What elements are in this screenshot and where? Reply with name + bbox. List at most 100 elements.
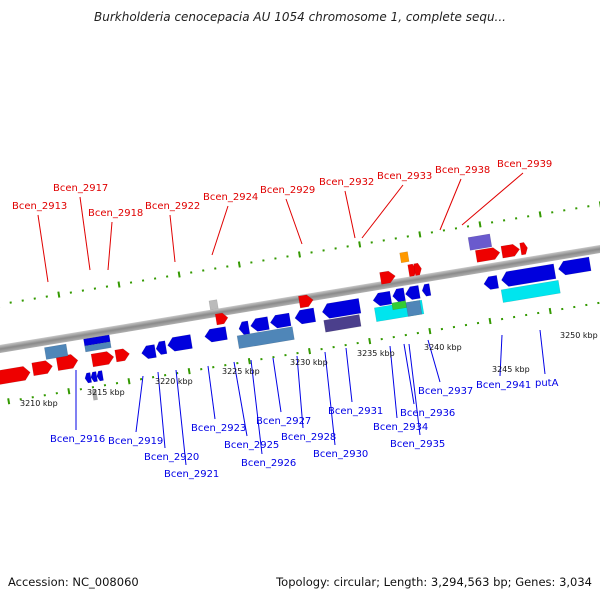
gene-label-bcen-2922[interactable]: Bcen_2922 [145, 201, 200, 212]
gene-label-bcen-2938[interactable]: Bcen_2938 [435, 165, 490, 176]
gene-label-bcen-2930[interactable]: Bcen_2930 [313, 449, 368, 460]
scale-label: 3220 kbp [155, 377, 193, 386]
label-leader [345, 347, 353, 403]
gene-label-bcen-2934[interactable]: Bcen_2934 [373, 422, 428, 433]
gene-puta[interactable] [557, 256, 592, 276]
label-leader [439, 178, 462, 231]
gene-bcen-2923[interactable] [204, 326, 228, 343]
scale-label: 3210 kbp [20, 399, 58, 408]
label-leader [250, 359, 263, 455]
label-leader [296, 355, 304, 429]
label-leader [324, 351, 336, 446]
label-leader [461, 172, 524, 226]
gene-label-bcen-2936[interactable]: Bcen_2936 [400, 408, 455, 419]
gene-bcen-2938[interactable] [500, 243, 521, 259]
accession-text: Accession: NC_008060 [8, 575, 139, 589]
scale-label: 3230 kbp [290, 358, 328, 367]
label-leader [157, 371, 166, 449]
label-leader [285, 198, 303, 245]
gene-label-bcen-2913[interactable]: Bcen_2913 [12, 201, 67, 212]
gene-bcen-2914[interactable] [31, 360, 54, 377]
gene-label-bcen-2927[interactable]: Bcen_2927 [256, 416, 311, 427]
gene-label-bcen-2933[interactable]: Bcen_2933 [377, 171, 432, 182]
gene-label-bcen-2916[interactable]: Bcen_2916 [50, 434, 105, 445]
gene-label-bcen-2923[interactable]: Bcen_2923 [191, 423, 246, 434]
gene-label-bcen-2924[interactable]: Bcen_2924 [203, 192, 258, 203]
bar-steel-1[interactable] [44, 343, 69, 360]
label-leader [499, 334, 503, 377]
gene-bcen-2924[interactable] [298, 294, 314, 309]
label-leader [135, 375, 144, 433]
gene-bcen-2925[interactable] [238, 320, 251, 335]
label-leader [79, 196, 91, 271]
gene-bcen-2935[interactable] [404, 285, 421, 300]
gene-label-bcen-2935[interactable]: Bcen_2935 [390, 439, 445, 450]
label-leader [389, 345, 398, 419]
gene-label-bcen-2925[interactable]: Bcen_2925 [224, 440, 279, 451]
scale-label: 3245 kbp [492, 365, 530, 374]
gene-label-bcen-2919[interactable]: Bcen_2919 [108, 436, 163, 447]
gene-bcen-2941[interactable] [500, 263, 557, 288]
label-leader [37, 214, 49, 283]
gene-label-puta[interactable]: putA [535, 378, 559, 389]
gene-bcen-2934[interactable] [392, 287, 406, 303]
gene-label-bcen-2921[interactable]: Bcen_2921 [164, 469, 219, 480]
label-leader [361, 184, 404, 239]
gene-label-bcen-2932[interactable]: Bcen_2932 [319, 177, 374, 188]
gene-bcen-2916b[interactable] [90, 371, 98, 383]
gene-bcen-2931[interactable] [372, 290, 393, 307]
gene-bcen-2940[interactable] [483, 275, 500, 290]
gene-label-bcen-2928[interactable]: Bcen_2928 [281, 432, 336, 443]
gene-label-bcen-2931[interactable]: Bcen_2931 [328, 406, 383, 417]
gene-label-bcen-2918[interactable]: Bcen_2918 [88, 208, 143, 219]
bar-gray-1[interactable] [208, 299, 219, 311]
gene-bcen-2930[interactable] [321, 298, 362, 319]
gene-bcen-2917[interactable] [90, 350, 115, 368]
gene-bcen-2913[interactable] [0, 365, 31, 385]
label-leader [408, 343, 421, 436]
gene-bcen-2920[interactable] [155, 340, 168, 355]
bar-orange-1[interactable] [399, 251, 410, 264]
gene-bcen-2922[interactable] [214, 312, 229, 326]
bar-steel-2[interactable] [84, 341, 112, 353]
gene-label-bcen-2941[interactable]: Bcen_2941 [476, 380, 531, 391]
gene-label-bcen-2937[interactable]: Bcen_2937 [418, 386, 473, 397]
label-leader [344, 190, 356, 239]
label-leader [233, 361, 248, 437]
label-leader [272, 357, 282, 413]
gene-label-bcen-2920[interactable]: Bcen_2920 [144, 452, 199, 463]
gene-bcen-2921[interactable] [167, 334, 193, 353]
label-leader [169, 214, 176, 263]
bar-steel-3[interactable] [236, 326, 295, 349]
gene-bcen-2927[interactable] [269, 312, 292, 329]
gene-label-bcen-2939[interactable]: Bcen_2939 [497, 159, 552, 170]
upper-scale-ticks [0, 201, 600, 308]
scale-label: 3250 kbp [560, 331, 598, 340]
scale-label: 3215 kbp [87, 388, 125, 397]
label-leader [403, 343, 415, 405]
gene-bcen-2918[interactable] [114, 348, 131, 363]
lower-scale-ticks [7, 301, 600, 405]
gene-bcen-2929[interactable] [379, 270, 397, 285]
gene-bcen-2926[interactable] [250, 316, 270, 333]
gene-bcen-2928[interactable] [294, 307, 317, 325]
gene-label-bcen-2917[interactable]: Bcen_2917 [53, 183, 108, 194]
bar-gray-2[interactable] [91, 389, 98, 401]
gene-bcen-2916c[interactable] [96, 370, 104, 382]
bar-steel-4[interactable] [405, 300, 423, 317]
gene-bcen-2915[interactable] [55, 353, 79, 371]
gene-bcen-2936[interactable] [421, 283, 432, 297]
bar-purple-1[interactable] [467, 233, 493, 251]
scale-label: 3225 kbp [222, 367, 260, 376]
bar-purple-2[interactable] [323, 314, 362, 333]
gene-bcen-2916a[interactable] [84, 372, 92, 384]
gene-bcen-2939[interactable] [519, 242, 529, 256]
gene-bcen-2919[interactable] [141, 344, 157, 360]
label-leader [107, 221, 113, 271]
gene-bcen-2937[interactable] [474, 247, 501, 263]
gene-bcen-2933[interactable] [413, 262, 423, 276]
bar-cyan-2[interactable] [500, 279, 561, 303]
gene-label-bcen-2926[interactable]: Bcen_2926 [241, 458, 296, 469]
gene-label-bcen-2929[interactable]: Bcen_2929 [260, 185, 315, 196]
